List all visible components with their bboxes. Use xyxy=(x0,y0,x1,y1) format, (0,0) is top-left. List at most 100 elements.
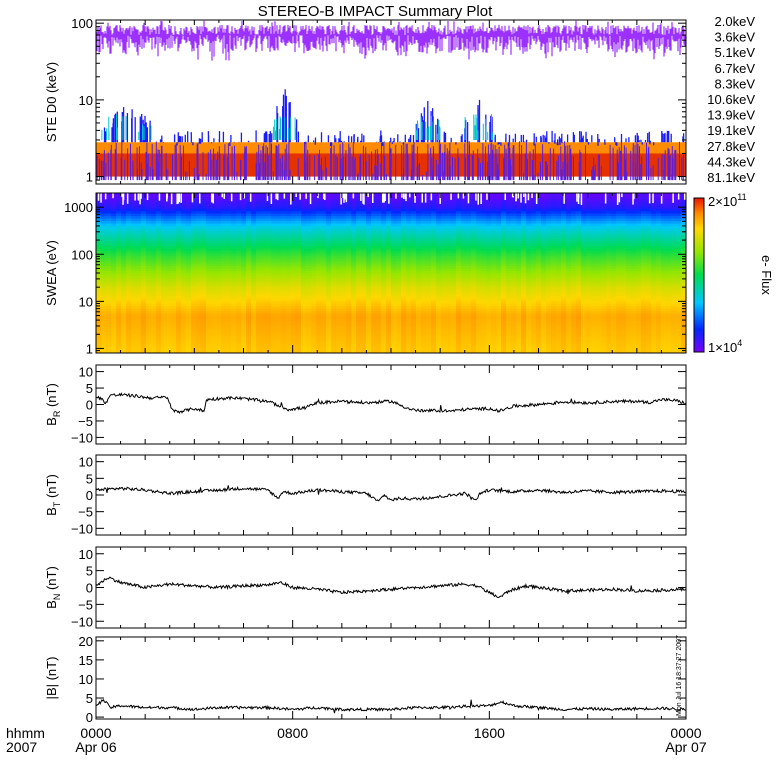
swea-cell xyxy=(296,333,302,337)
swea-cell xyxy=(461,228,467,232)
swea-cell xyxy=(276,300,282,304)
swea-cell xyxy=(361,258,367,262)
swea-cell xyxy=(471,260,477,264)
swea-cell xyxy=(261,258,267,262)
swea-cell xyxy=(266,338,272,342)
swea-cell xyxy=(121,263,127,267)
swea-cell xyxy=(291,215,297,219)
swea-cell xyxy=(346,200,352,204)
swea-cell xyxy=(366,275,372,279)
swea-cell xyxy=(391,298,397,302)
swea-cell xyxy=(156,303,162,307)
swea-cell xyxy=(211,235,217,239)
swea-cell xyxy=(431,200,437,204)
swea-cell xyxy=(276,310,282,314)
swea-cell xyxy=(371,310,377,314)
swea-cell xyxy=(321,333,327,337)
swea-cell xyxy=(416,345,422,349)
swea-cell xyxy=(401,270,407,274)
swea-cell xyxy=(256,283,262,287)
swea-cell xyxy=(261,230,267,234)
swea-cell xyxy=(431,323,437,327)
swea-cell xyxy=(186,288,192,292)
swea-cell xyxy=(161,288,167,292)
swea-cell xyxy=(346,340,352,344)
swea-cell xyxy=(211,233,217,237)
swea-cell xyxy=(391,200,397,204)
swea-cell xyxy=(351,333,357,337)
swea-cell xyxy=(191,285,197,289)
swea-cell xyxy=(451,225,457,229)
swea-cell xyxy=(196,350,202,353)
swea-cell xyxy=(376,225,382,229)
swea-cell xyxy=(246,233,252,237)
swea-cell xyxy=(396,333,402,337)
swea-cell xyxy=(316,250,322,254)
swea-cell xyxy=(266,250,272,254)
swea-cell xyxy=(101,273,107,277)
swea-cell xyxy=(121,308,127,312)
swea-cell xyxy=(201,215,207,219)
swea-cell xyxy=(261,215,267,219)
swea-cell xyxy=(226,298,232,302)
swea-cell xyxy=(251,248,257,252)
swea-cell xyxy=(416,328,422,332)
swea-cell xyxy=(116,218,122,222)
swea-cell xyxy=(451,235,457,239)
swea-cell xyxy=(131,250,137,254)
swea-cell xyxy=(351,218,357,222)
swea-cell xyxy=(346,278,352,282)
swea-cell xyxy=(286,200,292,204)
swea-cell xyxy=(456,278,462,282)
swea-cell xyxy=(241,310,247,314)
swea-cell xyxy=(151,268,157,272)
swea-cell xyxy=(446,270,452,274)
swea-cell xyxy=(411,208,417,212)
swea-cell xyxy=(226,260,232,264)
swea-cell xyxy=(191,303,197,307)
swea-cell xyxy=(126,280,132,284)
swea-cell xyxy=(351,210,357,214)
swea-cell xyxy=(401,205,407,209)
swea-cell xyxy=(326,298,332,302)
swea-cell xyxy=(421,335,427,339)
swea-cell xyxy=(306,315,312,319)
swea-cell xyxy=(356,345,362,349)
swea-cell xyxy=(266,240,272,244)
swea-cell xyxy=(191,343,197,347)
swea-cell xyxy=(326,273,332,277)
swea-cell xyxy=(461,330,467,334)
swea-cell xyxy=(316,278,322,282)
swea-cell xyxy=(436,240,442,244)
swea-cell xyxy=(236,198,242,202)
swea-cell xyxy=(221,215,227,219)
swea-cell xyxy=(111,240,117,244)
swea-cell xyxy=(321,230,327,234)
swea-cell xyxy=(336,255,342,259)
swea-cell xyxy=(111,285,117,289)
swea-cell xyxy=(346,228,352,232)
swea-cell xyxy=(396,215,402,219)
swea-cell xyxy=(101,235,107,239)
swea-cell xyxy=(461,288,467,292)
swea-cell xyxy=(341,255,347,259)
swea-cell xyxy=(141,265,147,269)
swea-cell xyxy=(216,343,222,347)
swea-cell xyxy=(251,240,257,244)
swea-cell xyxy=(441,200,447,204)
swea-cell xyxy=(111,305,117,309)
swea-cell xyxy=(151,330,157,334)
swea-cell xyxy=(466,220,472,224)
swea-cell xyxy=(201,205,207,209)
swea-cell xyxy=(141,235,147,239)
swea-cell xyxy=(291,293,297,297)
swea-cell xyxy=(426,278,432,282)
swea-cell xyxy=(326,223,332,227)
swea-cell xyxy=(216,203,222,207)
swea-cell xyxy=(256,348,262,352)
swea-cell xyxy=(246,240,252,244)
swea-cell xyxy=(311,263,317,267)
swea-cell xyxy=(171,308,177,312)
swea-cell xyxy=(296,208,302,212)
